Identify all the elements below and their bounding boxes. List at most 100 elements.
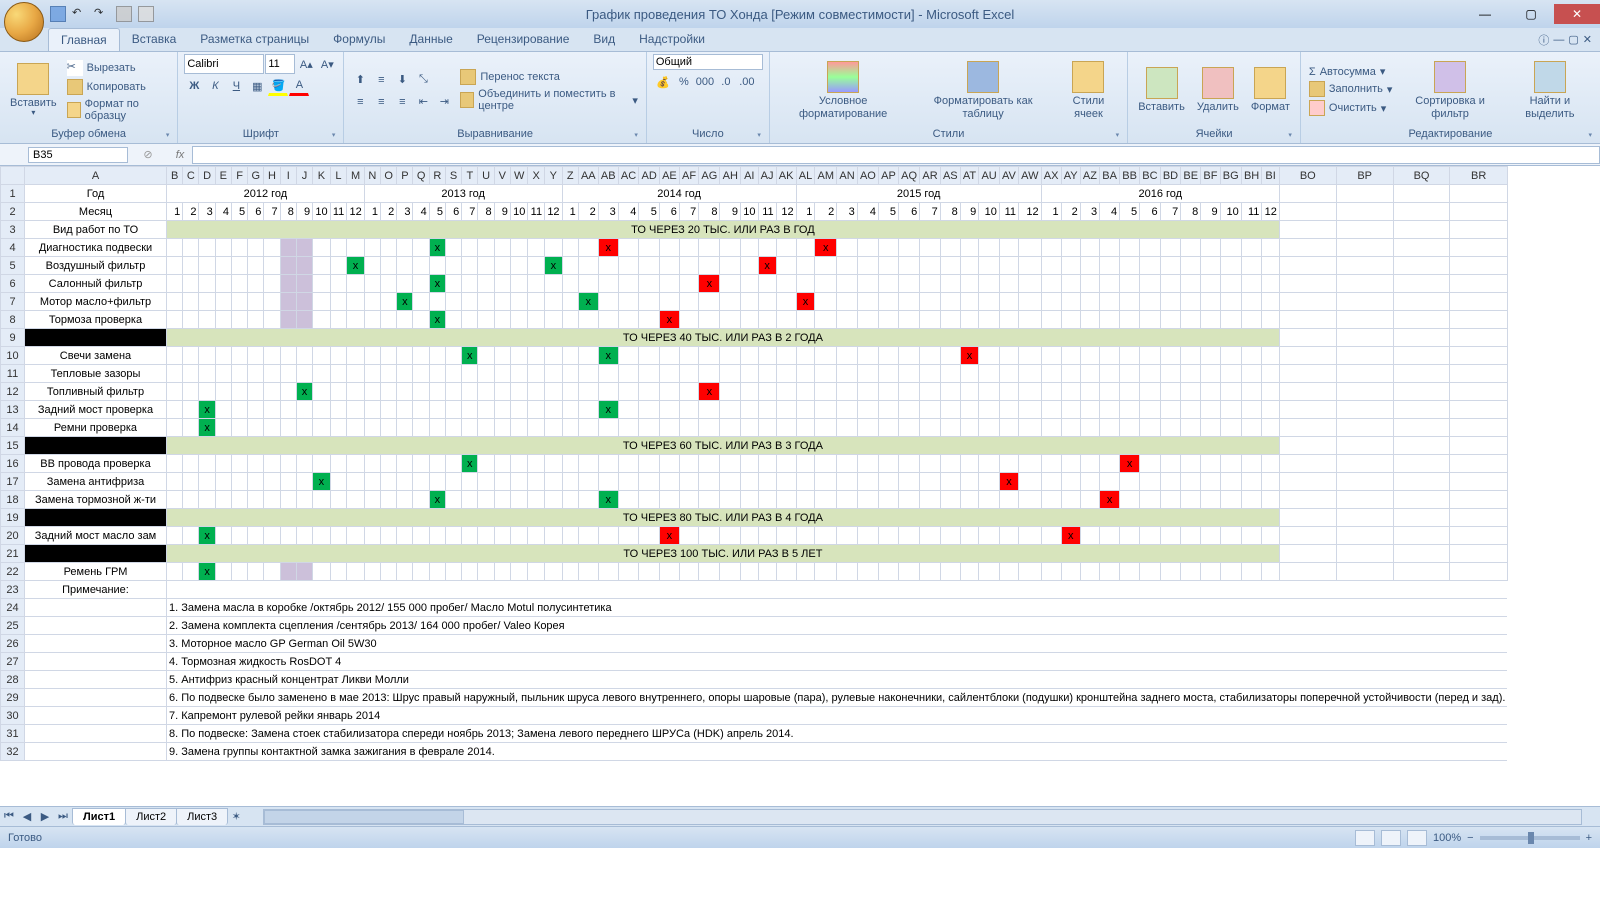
cell[interactable] [857,311,878,329]
cell[interactable] [815,455,837,473]
col-header[interactable]: J [296,167,312,185]
cell[interactable] [248,347,264,365]
cell[interactable] [545,473,563,491]
cell[interactable] [1181,383,1201,401]
cell[interactable] [578,257,598,275]
cell[interactable]: 1 [167,203,183,221]
cell[interactable] [1100,347,1120,365]
cell[interactable] [313,455,331,473]
cell[interactable] [264,257,280,275]
cell[interactable] [815,527,837,545]
cell[interactable] [1019,365,1042,383]
cell[interactable] [364,257,380,275]
cell[interactable] [1061,419,1080,437]
cell[interactable] [183,401,199,419]
cell[interactable] [330,563,347,581]
cell[interactable] [1279,239,1336,257]
cell[interactable] [796,257,815,275]
cell[interactable] [776,239,796,257]
cell[interactable] [215,455,231,473]
cell[interactable] [979,365,1000,383]
cell[interactable]: x [199,419,215,437]
cell[interactable] [330,383,347,401]
cell[interactable] [167,473,183,491]
cell[interactable] [1220,401,1241,419]
cell[interactable] [1160,257,1181,275]
cell[interactable] [167,455,183,473]
cell[interactable] [1393,221,1450,239]
cell[interactable] [1160,293,1181,311]
cell[interactable] [494,401,510,419]
cell[interactable] [413,365,429,383]
cell[interactable] [545,527,563,545]
col-header[interactable]: AK [776,167,796,185]
col-header[interactable]: BC [1140,167,1161,185]
cell[interactable] [1336,509,1393,527]
cell[interactable] [879,563,899,581]
cell[interactable] [1241,365,1262,383]
cell[interactable]: 12 [347,203,365,221]
cell[interactable] [264,239,280,257]
cell[interactable] [578,419,598,437]
cell[interactable] [758,491,776,509]
cell[interactable] [510,491,528,509]
cell[interactable] [1041,527,1061,545]
cell[interactable] [598,275,618,293]
cell[interactable] [296,491,312,509]
cell[interactable] [1241,239,1262,257]
cell[interactable]: 10 [510,203,528,221]
cell[interactable] [1279,203,1336,221]
cell[interactable] [248,257,264,275]
cell[interactable] [462,365,478,383]
cell[interactable] [578,239,598,257]
cell[interactable] [699,491,720,509]
underline-button[interactable]: Ч [226,76,246,96]
col-header[interactable]: O [381,167,397,185]
cell[interactable] [397,563,413,581]
col-header[interactable]: A [25,167,167,185]
cell[interactable] [758,383,776,401]
cell[interactable]: Топливный фильтр [25,383,167,401]
cell[interactable] [1160,563,1181,581]
cell[interactable] [462,257,478,275]
cell[interactable] [280,365,296,383]
cell[interactable] [758,239,776,257]
cell[interactable]: ВВ провода проверка [25,455,167,473]
cell[interactable] [1120,527,1140,545]
cell[interactable] [167,419,183,437]
row-header[interactable]: 3 [1,221,25,239]
cell[interactable] [741,473,759,491]
cell[interactable] [598,311,618,329]
cell[interactable] [1450,383,1507,401]
cell[interactable] [445,563,461,581]
cell[interactable]: 2 [1061,203,1080,221]
cell[interactable] [397,491,413,509]
find-select-button[interactable]: Найти и выделить [1506,59,1594,121]
cell[interactable] [510,293,528,311]
row-header[interactable]: 8 [1,311,25,329]
cell[interactable] [1140,401,1161,419]
horizontal-scrollbar[interactable] [263,809,1582,825]
cell[interactable] [1120,473,1140,491]
row-header[interactable]: 32 [1,743,25,761]
cell[interactable] [429,455,445,473]
cell[interactable] [330,365,347,383]
border-button[interactable]: ▦ [247,76,267,96]
cell[interactable]: x [659,527,679,545]
cell[interactable] [679,563,698,581]
cell[interactable] [741,401,759,419]
cell[interactable] [1450,257,1507,275]
cell[interactable] [857,401,878,419]
cell[interactable] [857,257,878,275]
cell[interactable] [1201,257,1220,275]
cell[interactable] [1241,275,1262,293]
cell[interactable] [699,419,720,437]
cell[interactable] [313,293,331,311]
cell[interactable] [397,473,413,491]
cell[interactable] [618,275,639,293]
cell[interactable] [618,527,639,545]
cell[interactable] [1393,563,1450,581]
cell[interactable] [758,311,776,329]
cell[interactable] [1393,545,1450,563]
cell[interactable] [1220,275,1241,293]
